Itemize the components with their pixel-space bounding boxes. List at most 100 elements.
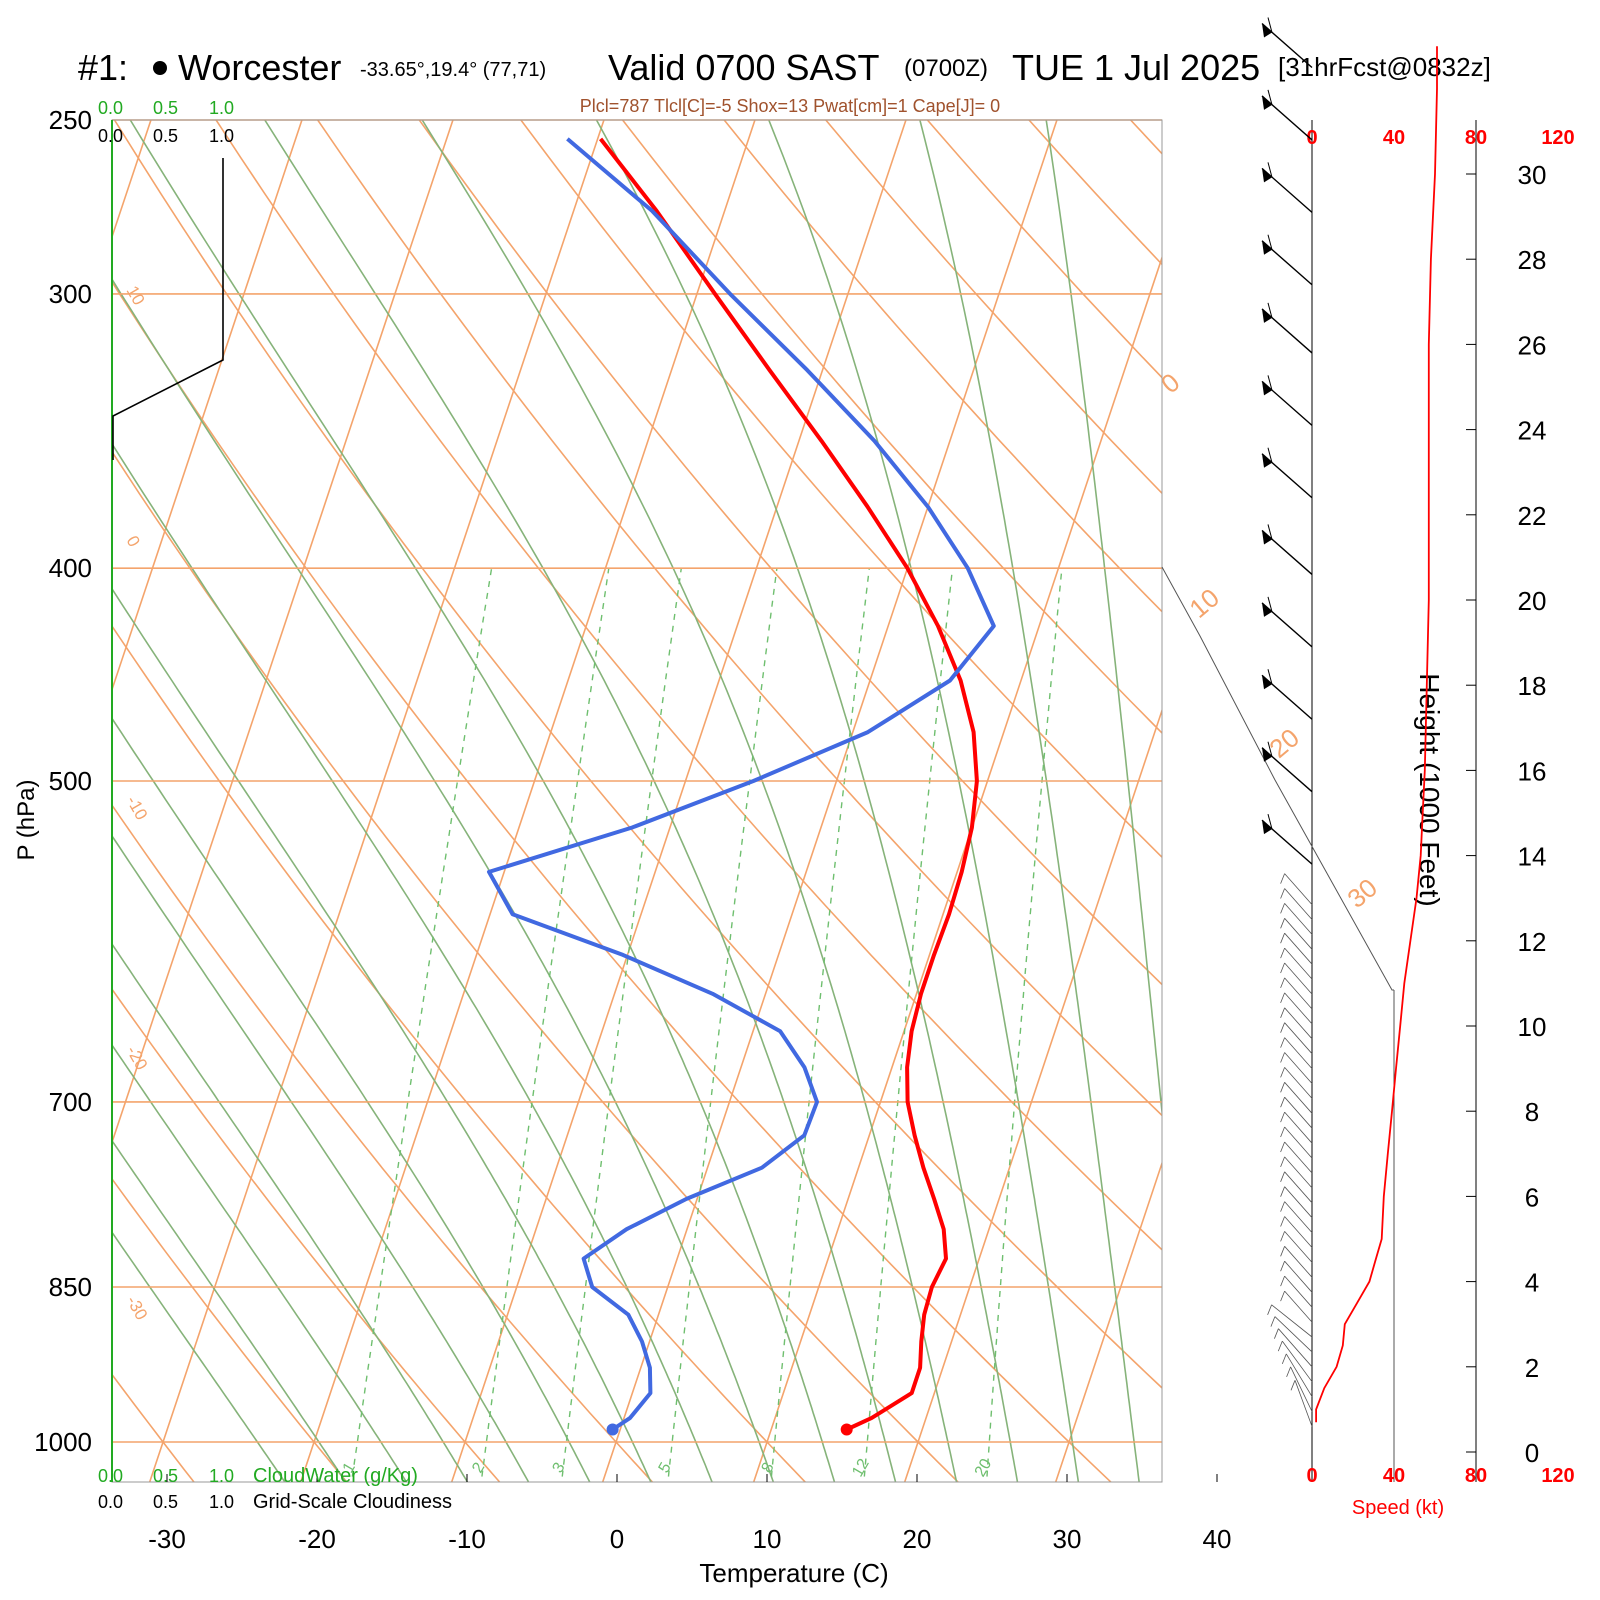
cloudwater-tick-bottom-1: 0.5 [153,1466,178,1486]
isotherm-label: 0 [123,533,144,551]
wind-barb-staff [1261,747,1313,793]
wind-barb-low-feather [1281,1353,1287,1365]
moist-adiabat-line [767,120,1080,1482]
wind-barb-low-feather [1280,1126,1285,1138]
height-tick-label: 4 [1525,1268,1539,1298]
dry-adiabat-line [316,120,1162,1117]
moist-adiabat-line [112,1043,408,1482]
height-tick-label: 6 [1525,1182,1539,1212]
height-tick-label: 16 [1518,756,1547,786]
wind-barb-low [1284,1007,1313,1040]
isotherm-line [752,255,1162,1482]
x-axis-ticks: -30 -20 -10 0 10 20 30 40 [148,1474,1231,1554]
wind-barb-low-feather [1274,1328,1279,1339]
cloudwater-label: CloudWater (g/Kg) [253,1465,418,1487]
x-axis-title: Temperature (C) [699,1558,888,1588]
moist-adiabat-line [112,1230,286,1482]
wind-barb-low [1284,1186,1313,1218]
cloudiness-tick-bottom-2: 1.0 [209,1492,234,1512]
moist-adiabat-line [112,834,530,1482]
panel-connector [1161,566,1394,991]
wind-barb-low [1284,962,1313,995]
wind-barb-flag [1262,453,1272,468]
wind-barb-staff [1261,240,1313,286]
wind-barb-low-feather [1280,1097,1285,1108]
isotherm-line [112,120,454,1145]
height-tick-label: 8 [1525,1097,1539,1127]
isotherm-label: -10 [123,793,152,824]
cloud-scales: 0.0 0.5 1.0 0.0 0.5 1.0 0.0 0.5 1.0 Clou… [98,98,452,1513]
mixing-ratio-label: 20 [972,1456,996,1480]
height-tick-label: 12 [1518,927,1547,957]
isotherm-line [0,81,13,1498]
wind-barb-low-feather [1280,1290,1285,1302]
x-tick-label: -20 [298,1524,336,1554]
mixing-ratio-line [350,568,493,1482]
dry-adiabat-line [112,803,654,1482]
wind-barb-feather [1267,234,1273,250]
wind-barb-low-feather [1280,1156,1285,1168]
header: #1: Worcester -33.65°,19.4° (77,71) Vali… [78,47,1491,116]
wind-barb-staff [1261,380,1313,426]
mixing-ratio-label: 5 [656,1460,675,1476]
pressure-tick-label: 850 [49,1272,92,1302]
speed-tick-bottom: 40 [1383,1465,1405,1487]
wind-barb-flag [1262,381,1272,396]
dry-adiabat-line [1497,81,1600,1498]
wind-barb-staff [1261,602,1313,648]
wind-barb-low [1284,1096,1313,1129]
speed-tick-top: 120 [1541,127,1574,149]
wind-barb-low [1284,873,1313,905]
height-tick-label: 26 [1518,330,1547,360]
valid-date: TUE 1 Jul 2025 [1012,47,1260,88]
wind-barb-flag [1262,95,1272,110]
speed-tick-top: 40 [1383,127,1405,149]
wind-barb-low [1284,1141,1313,1174]
mixing-ratio-line [770,568,870,1482]
pressure-tick-label: 400 [49,553,92,583]
wind-barb-low [1284,1246,1313,1278]
wind-barb-low-feather [1280,1022,1285,1033]
station-coords: -33.65°,19.4° (77,71) [360,59,546,81]
isotherm-line [148,120,605,1482]
wind-barb-low [1284,1260,1313,1293]
pressure-tick-label: 300 [49,279,92,309]
moist-adiabat-line [263,120,897,1482]
moist-adiabat-line [112,277,775,1482]
wind-barb-low [1284,1201,1313,1233]
wind-barb-low-feather [1280,888,1285,899]
height-tick-label: 30 [1518,160,1547,190]
wind-barb-flag [1262,168,1272,183]
dry-adiabat-line [1195,81,1600,1498]
dewpoint-line [487,137,996,1432]
wind-barb-staff [1261,22,1313,69]
wind-barb-low [1284,888,1313,920]
moist-adiabat-grid [112,120,1162,1482]
speed-tick-bottom: 120 [1541,1465,1574,1487]
wind-barb-feather [1267,447,1273,463]
wind-barb-low-feather [1280,1141,1285,1153]
mixing-ratio-label: 12 [849,1456,873,1480]
wind-barb-low-feather [1280,962,1285,974]
wind-barb-low-feather [1280,1275,1285,1287]
speed-tick-bottom: 0 [1306,1465,1317,1487]
cloudwater-tick-bottom-0: 0.0 [98,1466,123,1486]
dry-adiabat-line [215,120,1162,1251]
pressure-tick-label: 700 [49,1087,92,1117]
isotherm-grid [0,81,1162,1498]
dry-adiabat-line [1296,81,1600,1498]
mixing-ratio-labels: 1 2 3 5 8 12 20 [340,1456,996,1480]
moist-adiabat-line [595,120,1019,1482]
wind-barb-low [1271,1304,1313,1338]
height-tick-label: 10 [1518,1012,1547,1042]
moist-adiabat-line [112,1139,347,1482]
wind-barb-low-feather [1280,1052,1285,1063]
mixing-ratio-grid [350,568,1063,1482]
wind-barb-low-feather [1280,873,1285,884]
wind-barb-staff [1261,308,1313,354]
wind-barb-low [1284,1275,1313,1308]
wind-barb-feather [1267,302,1273,319]
wind-barb-low [1284,1231,1313,1263]
dry-adiabat-line [112,280,1113,1482]
